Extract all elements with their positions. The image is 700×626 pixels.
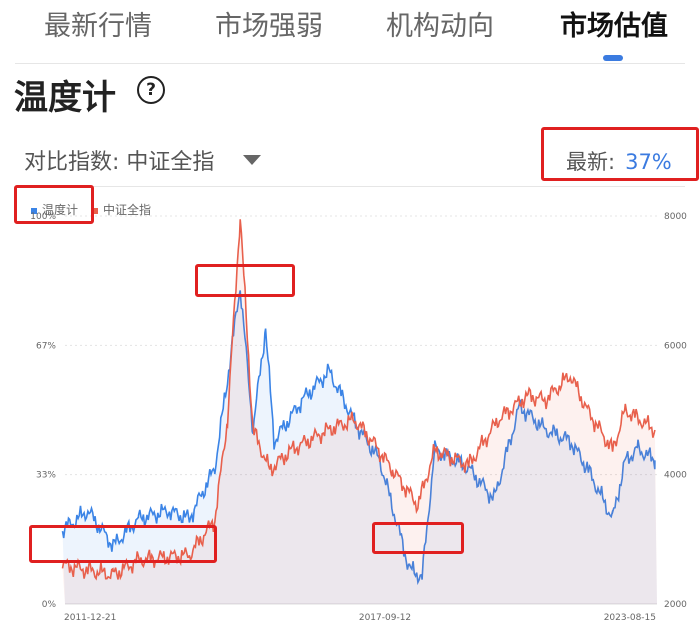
legend-index[interactable]: 中证全指 bbox=[92, 201, 151, 218]
legend-temperature[interactable]: 温度计 bbox=[31, 201, 78, 218]
annotation-box bbox=[195, 264, 295, 297]
y-left-tick: 67% bbox=[36, 341, 56, 351]
compare-label: 对比指数: bbox=[24, 150, 120, 175]
y-right-tick: 8000 bbox=[664, 212, 687, 222]
divider bbox=[15, 63, 685, 64]
latest-value: 最新: 37% bbox=[566, 146, 672, 176]
series-area bbox=[62, 219, 657, 605]
x-tick: 2017-09-12 bbox=[359, 613, 411, 623]
tab-institution-trends[interactable]: 机构动向 bbox=[386, 11, 494, 42]
compare-value: 中证全指 bbox=[126, 150, 215, 175]
y-right-tick: 6000 bbox=[664, 341, 687, 351]
annotation-box bbox=[14, 185, 94, 224]
legend-swatch bbox=[92, 207, 98, 214]
latest-percent: 37% bbox=[625, 150, 672, 174]
question-circle-icon[interactable]: ? bbox=[137, 76, 165, 104]
tab-market-strength[interactable]: 市场强弱 bbox=[215, 11, 323, 42]
compare-index-select[interactable]: 对比指数: 中证全指 bbox=[24, 144, 214, 176]
legend-swatch bbox=[31, 207, 37, 214]
divider bbox=[15, 186, 685, 187]
legend-label: 中证全指 bbox=[103, 203, 152, 217]
x-tick: 2023-08-15 bbox=[604, 613, 656, 623]
x-tick: 2011-12-21 bbox=[64, 613, 116, 623]
y-left-tick: 0% bbox=[42, 600, 57, 610]
y-left-tick: 33% bbox=[36, 471, 56, 481]
active-tab-indicator bbox=[603, 55, 623, 61]
y-left-tick: 100% bbox=[30, 212, 56, 222]
tab-market-valuation[interactable]: 市场估值 bbox=[560, 11, 668, 42]
caret-down-icon[interactable] bbox=[243, 155, 261, 165]
tab-latest-quotes[interactable]: 最新行情 bbox=[44, 11, 152, 42]
y-right-tick: 2000 bbox=[664, 600, 687, 610]
annotation-box bbox=[541, 127, 699, 181]
series-line-index bbox=[61, 219, 656, 581]
annotation-box bbox=[372, 522, 464, 554]
series-line-temperature bbox=[61, 290, 656, 586]
latest-label: 最新: bbox=[566, 150, 616, 174]
annotation-box bbox=[29, 525, 217, 563]
page-title: 温度计 bbox=[14, 78, 116, 118]
y-right-tick: 4000 bbox=[664, 471, 687, 481]
legend-label: 温度计 bbox=[42, 203, 79, 217]
